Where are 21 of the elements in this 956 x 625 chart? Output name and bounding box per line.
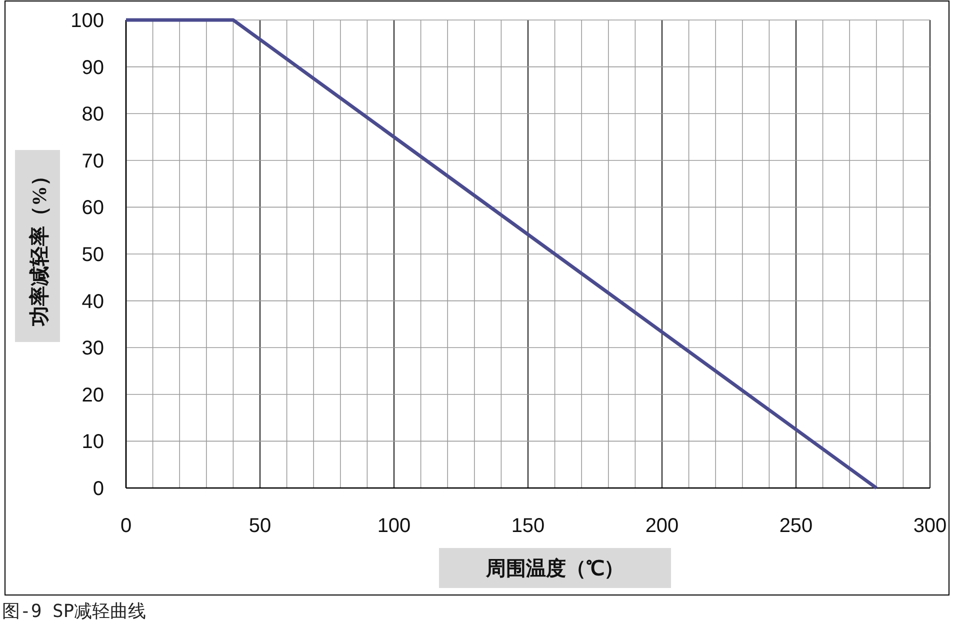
y-tick-label: 10: [82, 431, 104, 454]
x-tick-label: 200: [645, 515, 679, 537]
x-tick-label: 300: [913, 515, 947, 537]
x-tick-label: 0: [120, 515, 132, 537]
y-tick-label: 50: [82, 244, 104, 266]
x-tick-label: 50: [248, 515, 272, 537]
y-tick-label: 60: [82, 197, 104, 220]
x-axis-title: 周围温度（℃）: [485, 557, 624, 580]
y-axis-title: 功率减轻率（%）: [28, 166, 51, 327]
x-tick-label: 250: [779, 515, 813, 537]
y-tick-label: 80: [82, 104, 104, 126]
y-tick-label: 70: [82, 150, 104, 172]
y-tick-label: 20: [82, 384, 104, 406]
y-tick-label: 100: [70, 10, 104, 32]
x-tick-label: 150: [511, 515, 545, 537]
x-tick-label: 100: [377, 515, 411, 537]
y-tick-label: 0: [92, 478, 104, 500]
y-tick-label: 30: [82, 338, 104, 360]
y-tick-label: 40: [82, 290, 104, 313]
y-tick-label: 90: [82, 56, 104, 79]
text: 图-9 SP减轻曲线: [2, 601, 146, 622]
